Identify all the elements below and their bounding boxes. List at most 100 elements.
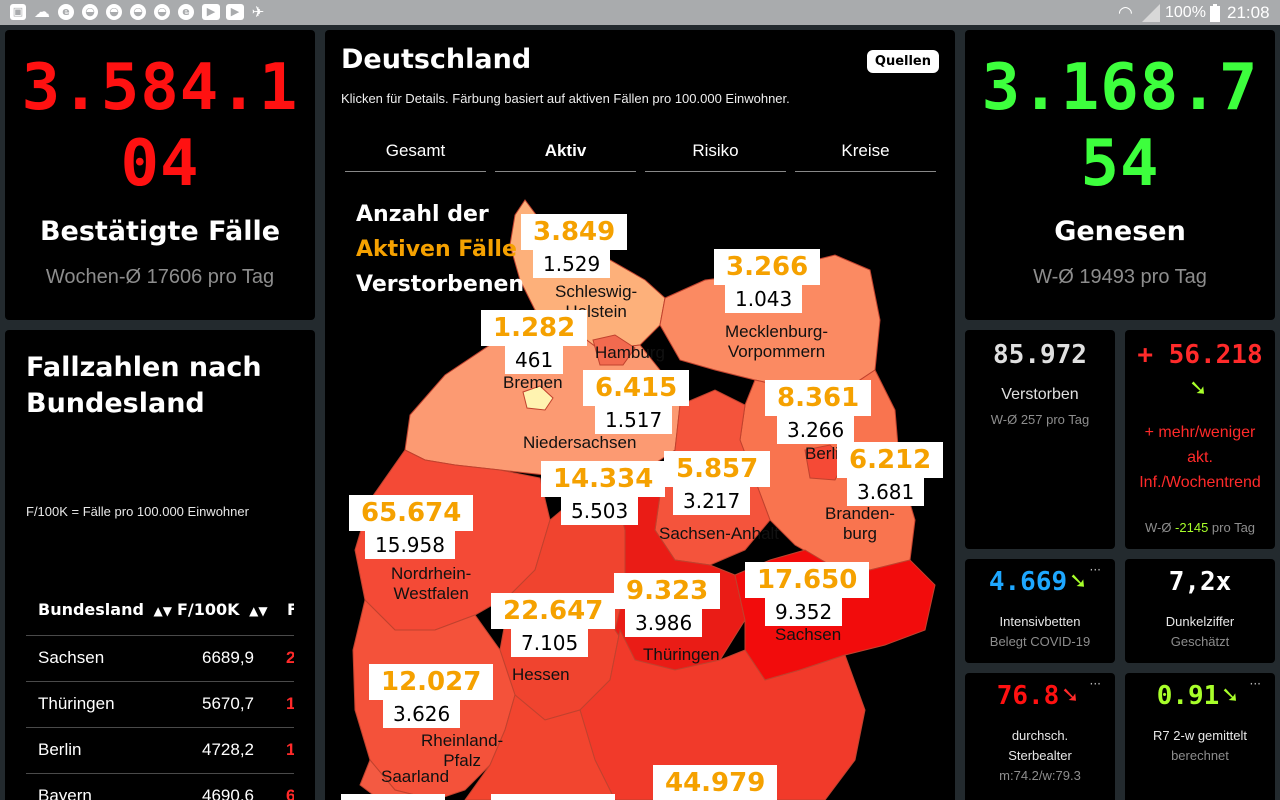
tab-risiko[interactable]: Risiko [645,130,786,172]
confirmed-title: Bestätigte Fälle [39,216,281,247]
label-deaths-sachsen[interactable]: 9.352 [765,598,843,626]
sub-value: -2145 [1175,520,1209,535]
table-row[interactable]: Thüringen 5670,7 1 [26,681,294,727]
label-deaths-brandenburg[interactable]: 3.681 [847,478,925,506]
death-age-card[interactable]: ··· 76.8 ➘ durchsch. Sterbealter m:74.2/… [965,673,1115,800]
recovered-title: Genesen [1054,216,1186,247]
sub-suffix: pro Tag [1208,520,1256,535]
icu-label: Intensivbetten [999,614,1081,629]
icu-card[interactable]: ··· 4.669 ➘ Intensivbetten Belegt COVID-… [965,559,1115,663]
app-icon: ◒ [130,4,146,20]
region-name: Branden-burg [825,504,895,543]
label-active-nordrhein-westfalen[interactable]: 65.674 [349,495,474,531]
sources-button[interactable]: Quellen [866,50,939,73]
r7-value: 0.91 [1156,681,1220,711]
recovered-card[interactable]: 3.168.7 54 Genesen W-Ø 19493 pro Tag [965,30,1275,320]
label-active-niedersachsen[interactable]: 6.415 [583,370,690,406]
column-header-label: F/100K [177,600,240,619]
sub-prefix: W-Ø [1144,520,1176,535]
more-icon[interactable]: ··· [1089,677,1101,691]
tab-aktiv[interactable]: Aktiv [495,130,636,172]
label-active-sachsen[interactable]: 17.650 [745,562,870,598]
table-title-line2: Bundesland [26,388,205,419]
label-active-hessen[interactable]: 22.647 [491,593,616,629]
tab-gesamt[interactable]: Gesamt [345,130,486,172]
region-name: Sachsen-Anhalt [659,524,780,543]
label-deaths-berlin[interactable]: 3.266 [777,416,855,444]
state-hamburg [592,334,636,366]
table-card-title: Fallzahlen nach Bundesland [26,350,262,422]
confirmed-weekly-average: Wochen-Ø 17606 pro Tag [45,266,275,288]
label-clipped[interactable] [491,794,615,800]
deaths-average: W-Ø 257 pro Tag [990,412,1090,427]
e-app-icon: e [58,4,74,20]
label-active-bremen[interactable]: 1.282 [481,310,588,346]
label-deaths-nordrhein-westfalen[interactable]: 15.958 [365,531,455,559]
label-active-berlin[interactable]: 8.361 [765,380,872,416]
label-deaths-bremen[interactable]: 461 [505,346,564,374]
dark-figure-value: 7,2x [1168,567,1232,597]
label-deaths-rheinland-pfalz[interactable]: 3.626 [383,700,461,728]
more-icon[interactable]: ··· [1089,563,1101,577]
map-legend: Anzahl der Aktiven Fälle Verstorbenen [356,197,524,302]
column-header-bundesland[interactable]: Bundesland ▲▼ [38,600,172,619]
label-deaths-extra[interactable]: 5.503 [561,497,639,525]
map-title: Deutschland [341,44,532,75]
youtube-icon: ▶ [226,4,244,20]
legend-deaths: Verstorbenen [356,272,525,297]
region-name: Hessen [512,665,570,684]
row-state: Bayern [38,786,92,800]
tab-kreise[interactable]: Kreise [795,130,936,172]
column-header-label: Bundesland [38,600,144,619]
label-deaths-hessen[interactable]: 7.105 [511,629,589,657]
trend-down-icon: ➘ [1189,376,1208,401]
table-note: F/100K = Fälle pro 100.000 Einwohner [26,504,249,519]
deaths-card[interactable]: 85.972 Verstorben W-Ø 257 pro Tag [965,330,1115,549]
label-active-schleswig-holstein[interactable]: 3.849 [521,214,628,250]
death-age-sub: m:74.2/w:79.3 [999,768,1081,783]
region-name: Bremen [503,373,563,392]
label-deaths-sachsen-anhalt[interactable]: 3.217 [673,487,751,515]
label-active-extra[interactable]: 14.334 [541,461,666,497]
row-clipped-value: 2 [286,648,294,667]
death-age-label2: Sterbealter [1008,748,1072,763]
state-table-card: Fallzahlen nach Bundesland F/100K = Fäll… [5,330,315,800]
confirmed-cases-card[interactable]: 3.584.1 04 Bestätigte Fälle Wochen-Ø 176… [5,30,315,320]
label-active-thueringen[interactable]: 9.323 [614,573,721,609]
more-icon[interactable]: ··· [1249,677,1261,691]
battery-level: 100% [1165,4,1206,21]
label-clipped[interactable] [341,794,445,800]
table-row[interactable]: Berlin 4728,2 1 [26,727,294,773]
active-change-label: + mehr/weniger akt. Inf./Wochentrend [1139,424,1261,491]
label-deaths-mecklenburg-vorpommern[interactable]: 1.043 [725,285,803,313]
column-header-f100k[interactable]: F/100K ▲▼ [177,600,268,619]
deaths-value: 85.972 [993,340,1087,370]
table-row[interactable]: Sachsen 6689,9 2 [26,635,294,681]
label-deaths-thueringen[interactable]: 3.986 [625,609,703,637]
battery-icon [1210,2,1220,23]
recovered-weekly-average: W-Ø 19493 pro Tag [1033,266,1207,288]
death-age-value: 76.8 [996,681,1060,711]
trend-down-icon: ➘ [1221,683,1240,708]
icu-value: 4.669 [988,567,1068,597]
table-row[interactable]: Bayern 4690,6 6 [26,773,294,800]
map-card: Deutschland Quellen Klicken für Details.… [325,30,955,800]
row-value: 6689,9 [202,648,254,667]
youtube-icon: ▶ [202,4,220,20]
dark-figure-card[interactable]: 7,2x Dunkelziffer Geschätzt [1125,559,1275,663]
map-subtitle: Klicken für Details. Färbung basiert auf… [341,91,790,106]
label-deaths-niedersachsen[interactable]: 1.517 [595,406,673,434]
label-deaths-schleswig-holstein[interactable]: 1.529 [533,250,611,278]
status-bar: ▣ ☁ e ◒ ◒ ◒ ◒ e ▶ ▶ ✈ ◠ 100% 21:08 [0,0,1280,25]
active-change-card[interactable]: + 56.218 ➘ + mehr/weniger akt. Inf./Woch… [1125,330,1275,549]
region-name: Mecklenburg- Vorpommern [725,322,828,361]
confirmed-number-line1: 3.584.1 [21,51,299,125]
label-active-bayern[interactable]: 44.979 [653,765,778,800]
r7-card[interactable]: ··· 0.91 ➘ R7 2-w gemittelt berechnet [1125,673,1275,800]
active-change-average: W-Ø -2145 pro Tag [1125,520,1275,535]
app-icon: ◒ [82,4,98,20]
label-active-brandenburg[interactable]: 6.212 [837,442,944,478]
label-active-sachsen-anhalt[interactable]: 5.857 [664,451,771,487]
label-active-mecklenburg-vorpommern[interactable]: 3.266 [714,249,821,285]
label-active-rheinland-pfalz[interactable]: 12.027 [369,664,494,700]
